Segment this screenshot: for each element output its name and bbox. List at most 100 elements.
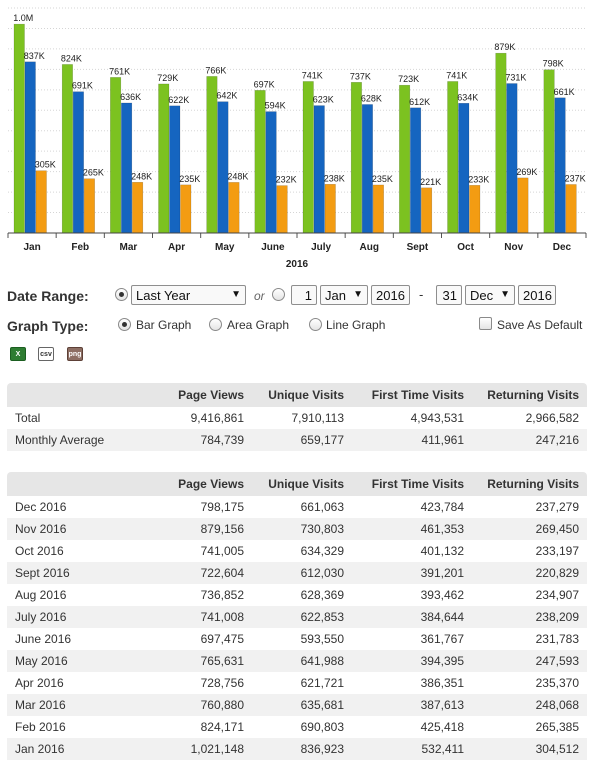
- to-month-select[interactable]: Dec ▼: [465, 285, 515, 305]
- x-tick-label: Nov: [504, 242, 523, 253]
- table-cell: July 2016: [7, 606, 152, 628]
- line-graph-radio[interactable]: [309, 318, 322, 331]
- bar-graph-label[interactable]: Bar Graph: [136, 318, 192, 332]
- bar: [132, 182, 144, 234]
- bar: [158, 83, 170, 234]
- table-cell: 728,756: [200, 676, 244, 690]
- column-header: Page Views: [152, 472, 252, 496]
- data-label: 221K: [420, 177, 441, 187]
- data-label: 824K: [61, 53, 82, 63]
- graph-type-label: Graph Type:: [7, 318, 89, 334]
- from-year-input[interactable]: 2016: [371, 285, 410, 305]
- monthly-table: Page Views Unique Visits First Time Visits…: [7, 472, 587, 760]
- table-cell: 361,767: [420, 632, 464, 646]
- table-row: Feb 2016 824,171 690,803 425,418 265,385: [7, 716, 587, 738]
- table-cell: 736,852: [200, 588, 244, 602]
- table-cell: 730,803: [252, 518, 352, 540]
- table-cell: Monthly Average: [7, 429, 152, 451]
- data-label: 642K: [216, 91, 237, 101]
- preset-range-radio[interactable]: [115, 288, 128, 301]
- png-icon[interactable]: png: [67, 347, 83, 361]
- table-cell: Apr 2016: [15, 676, 64, 690]
- table-cell: 690,803: [300, 720, 344, 734]
- table-cell: Aug 2016: [15, 588, 67, 602]
- table-cell: 247,216: [472, 429, 587, 451]
- bar: [350, 82, 362, 234]
- data-label: 248K: [131, 171, 152, 181]
- table-cell: 765,631: [152, 650, 252, 672]
- data-label: 238K: [324, 173, 345, 183]
- bar-graph-radio[interactable]: [118, 318, 131, 331]
- data-label: 731K: [505, 73, 526, 83]
- table-cell: 265,385: [535, 720, 579, 734]
- table-cell: 233,197: [535, 544, 579, 558]
- date-range-row: Date Range: Last Year ▼ or 1 Jan ▼ 2016 - …: [0, 283, 604, 309]
- bar: [254, 90, 266, 234]
- data-label: 235K: [372, 174, 393, 184]
- table-cell: 423,784: [420, 500, 464, 514]
- csv-icon[interactable]: csv: [38, 347, 54, 361]
- table-cell: 384,644: [352, 606, 472, 628]
- data-label: 235K: [179, 174, 200, 184]
- table-cell: Mar 2016: [7, 694, 152, 716]
- data-label: 879K: [494, 42, 515, 52]
- table-row: May 2016 765,631 641,988 394,395 247,593: [7, 650, 587, 672]
- column-header: First Time Visits: [352, 472, 472, 496]
- bar: [554, 97, 566, 234]
- table-row: Monthly Average 784,739 659,177 411,961 247,…: [7, 429, 587, 451]
- custom-range-radio[interactable]: [272, 288, 285, 301]
- bar: [565, 184, 577, 234]
- bar: [517, 177, 529, 234]
- line-graph-label[interactable]: Line Graph: [326, 318, 386, 332]
- from-month-select[interactable]: Jan ▼: [320, 285, 368, 305]
- data-label: 265K: [83, 168, 104, 178]
- table-cell: 237,279: [535, 500, 579, 514]
- range-preset-select[interactable]: Last Year ▼: [131, 285, 246, 305]
- table-cell: 401,132: [420, 544, 464, 558]
- table-cell: 621,721: [300, 676, 344, 690]
- x-tick-label: Apr: [168, 242, 185, 253]
- table-cell: 386,351: [420, 676, 464, 690]
- table-cell: 7,910,113: [291, 411, 345, 425]
- area-graph-label[interactable]: Area Graph: [227, 318, 290, 332]
- bar: [361, 104, 373, 234]
- save-default-checkbox[interactable]: [479, 317, 492, 330]
- x-tick-label: Jan: [23, 242, 40, 253]
- data-label: 697K: [254, 79, 275, 89]
- table-cell: Nov 2016: [7, 518, 152, 540]
- save-default-label[interactable]: Save As Default: [497, 318, 583, 332]
- graph-type-row: Graph Type: Bar Graph Area Graph Line Gr…: [0, 313, 604, 339]
- x-tick-label: Aug: [360, 242, 379, 253]
- to-year-input[interactable]: 2016: [518, 285, 556, 305]
- bar: [469, 185, 481, 234]
- table-cell: 634,329: [300, 544, 344, 558]
- to-day-input[interactable]: 31: [436, 285, 462, 305]
- table-cell: 659,177: [252, 429, 352, 451]
- from-day-input[interactable]: 1: [291, 285, 317, 305]
- data-label: 691K: [72, 81, 93, 91]
- column-header: Returning Visits: [472, 472, 587, 496]
- to-month-value: Dec: [470, 288, 494, 303]
- table-cell: 425,418: [420, 720, 464, 734]
- chevron-down-icon: ▼: [500, 289, 510, 300]
- area-graph-radio[interactable]: [209, 318, 222, 331]
- data-label: 661K: [554, 87, 575, 97]
- chevron-down-icon: ▼: [231, 289, 241, 300]
- table-row: Total 9,416,861 7,910,113 4,943,531 2,966,58…: [7, 407, 587, 429]
- data-label: 798K: [543, 59, 564, 69]
- data-label: 628K: [361, 93, 382, 103]
- table-cell: 4,943,531: [410, 411, 464, 425]
- excel-icon[interactable]: X: [10, 347, 26, 361]
- table-row: Mar 2016 760,880 635,681 387,613 248,068: [7, 694, 587, 716]
- bar: [399, 84, 411, 234]
- table-cell: Sept 2016: [7, 562, 152, 584]
- chevron-down-icon: ▼: [353, 289, 363, 300]
- table-cell: 234,907: [535, 588, 579, 602]
- data-label: 612K: [409, 97, 430, 107]
- column-header: Unique Visits: [252, 472, 352, 496]
- summary-table: Page Views Unique Visits First Time Visits…: [7, 383, 587, 451]
- table-cell: Jan 2016: [7, 738, 152, 760]
- from-month-value: Jan: [325, 288, 346, 303]
- or-text: or: [254, 289, 265, 303]
- x-axis-label: 2016: [286, 259, 309, 270]
